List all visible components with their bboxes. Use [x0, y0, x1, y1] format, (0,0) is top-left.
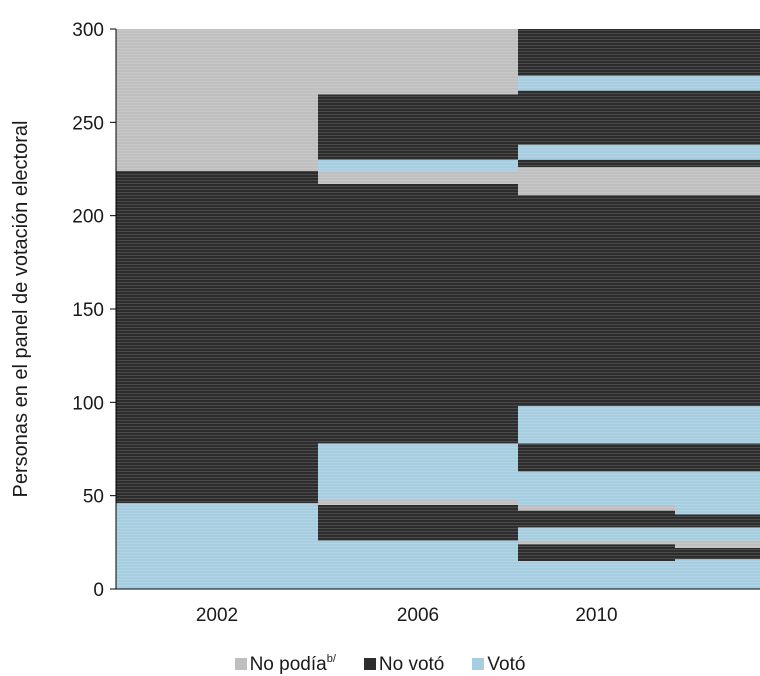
y-tick-label-300: 300	[72, 20, 104, 41]
column-texture-3	[675, 29, 760, 589]
column-texture-1	[318, 29, 518, 589]
y-tick-label-50: 50	[83, 487, 104, 508]
column-texture-0	[116, 29, 318, 589]
y-tick-label-100: 100	[72, 393, 104, 414]
y-tick-label-200: 200	[72, 207, 104, 228]
y-tick-label-150: 150	[72, 300, 104, 321]
legend-label-2: Votó	[487, 654, 526, 675]
legend-item-1: No votó	[363, 654, 445, 676]
legend-label-0: No podía	[249, 654, 327, 675]
x-tick-label-2002: 2002	[196, 605, 238, 626]
plot-area	[116, 29, 760, 589]
axes: 2002 2006 2010 0 50 100 150 200 250 300 Personas e…	[10, 20, 760, 626]
legend-item-2: Votó	[472, 654, 525, 676]
legend: No podíab/No votó Votó	[0, 648, 760, 676]
y-tick-label-0: 0	[93, 580, 104, 601]
legend-label-sup-0: b/	[326, 653, 336, 665]
x-tick-label-2006: 2006	[397, 605, 439, 626]
legend-swatch-2	[472, 658, 485, 670]
y-tick-label-250: 250	[72, 113, 104, 134]
legend-label-1: No votó	[378, 654, 445, 675]
x-tick-label-2010: 2010	[575, 605, 617, 626]
legend-swatch-1	[363, 658, 376, 670]
legend-item-0: No podíab/	[234, 648, 336, 676]
y-axis-label: Personas en el panel de votación elector…	[10, 121, 32, 498]
legend-swatch-0	[234, 658, 247, 670]
column-texture-2	[518, 29, 675, 589]
